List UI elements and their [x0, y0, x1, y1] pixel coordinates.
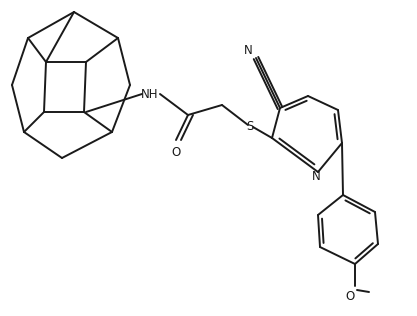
Text: S: S: [246, 120, 254, 133]
Text: N: N: [244, 44, 252, 57]
Text: O: O: [171, 145, 181, 159]
Text: NH: NH: [141, 88, 159, 100]
Text: N: N: [311, 169, 320, 183]
Text: O: O: [345, 289, 354, 302]
